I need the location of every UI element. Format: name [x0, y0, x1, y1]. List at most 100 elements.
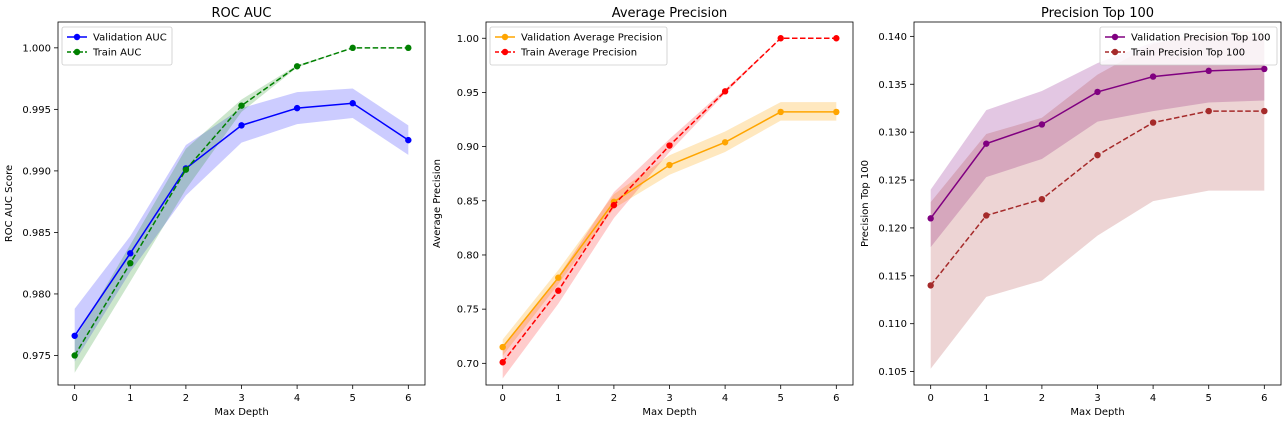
- y-tick-label: 0.975: [22, 351, 51, 362]
- data-point: [1261, 107, 1268, 115]
- x-tick-label: 2: [1039, 393, 1045, 404]
- x-axis-label: Max Depth: [1070, 407, 1124, 418]
- chart-title: Precision Top 100: [1041, 6, 1154, 21]
- data-point: [1205, 67, 1212, 75]
- chart-panel-3: Precision Top 100 0 1 2 3 4 5 6 0.105 0.110 0.115 0…: [860, 6, 1282, 418]
- legend-label: Validation Precision Top 100: [1131, 33, 1271, 44]
- data-point: [833, 35, 840, 42]
- data-point: [499, 343, 506, 351]
- y-tick-label: 0.130: [878, 128, 907, 139]
- data-point: [666, 142, 673, 149]
- data-point: [555, 287, 562, 294]
- data-point: [1038, 195, 1046, 203]
- y-tick-label: 0.70: [457, 359, 479, 370]
- y-axis-label: ROC AUC Score: [4, 165, 15, 242]
- y-tick-label: 0.985: [22, 228, 51, 239]
- data-point: [666, 161, 673, 169]
- legend: Validation Average Precision Train Averag…: [489, 26, 668, 66]
- y-tick-label: 0.135: [878, 80, 907, 91]
- legend-marker: [1111, 33, 1119, 41]
- data-point: [983, 140, 990, 147]
- x-axis-label: Max Depth: [642, 407, 696, 418]
- x-tick-label: 1: [127, 393, 133, 404]
- data-point: [777, 35, 784, 42]
- x-tick-label: 3: [666, 393, 672, 404]
- data-point: [1149, 119, 1157, 126]
- x-tick-label: 3: [238, 393, 244, 404]
- x-tick-label: 4: [1150, 393, 1156, 404]
- y-tick-label: 0.140: [878, 32, 907, 43]
- y-tick-label: 0.110: [878, 319, 907, 330]
- x-tick-label: 0: [927, 393, 933, 404]
- y-tick-label: 0.125: [878, 176, 907, 187]
- x-tick-label: 4: [294, 393, 300, 404]
- y-tick-label: 0.80: [457, 250, 479, 261]
- data-point: [927, 215, 934, 222]
- x-tick-label: 2: [183, 393, 189, 404]
- data-point: [127, 250, 134, 257]
- x-tick-label: 1: [983, 393, 989, 404]
- data-point: [182, 166, 190, 173]
- data-point: [1038, 121, 1046, 128]
- data-point: [71, 332, 78, 339]
- legend: Validation Precision Top 100 Train Precis…: [1099, 26, 1278, 66]
- legend-marker: [501, 48, 509, 56]
- data-point: [610, 201, 618, 209]
- x-tick-label: 5: [778, 393, 784, 404]
- confidence-band-1: [74, 88, 409, 362]
- data-point: [499, 359, 506, 366]
- y-tick-label: 0.90: [457, 142, 479, 153]
- x-tick-label: 1: [555, 393, 561, 404]
- y-tick-label: 0.990: [22, 166, 51, 177]
- legend-label: Train Average Precision: [520, 48, 637, 59]
- legend-marker: [73, 48, 81, 56]
- y-axis-label: Precision Top 100: [860, 160, 871, 247]
- confidence-band-2: [930, 31, 1265, 369]
- data-point: [127, 259, 134, 267]
- x-tick-label: 3: [1094, 393, 1100, 404]
- legend-label: Validation AUC: [93, 33, 167, 44]
- y-tick-label: 0.115: [878, 271, 907, 282]
- legend-marker: [1111, 48, 1119, 56]
- data-point: [777, 108, 784, 116]
- y-tick-label: 0.120: [878, 223, 907, 234]
- confidence-band-1: [930, 36, 1265, 248]
- data-point: [927, 282, 934, 289]
- data-point: [238, 122, 245, 129]
- data-point: [1205, 107, 1212, 115]
- chart-panel-1: ROC AUC 0 1 2 3 4 5 6 0.975 0.980 0.985 0.990 0.995 1…: [4, 6, 426, 418]
- data-point: [238, 102, 245, 109]
- y-tick-label: 0.995: [22, 105, 51, 116]
- confidence-band-2: [502, 38, 837, 379]
- data-point: [293, 104, 301, 112]
- x-tick-label: 0: [71, 393, 77, 404]
- y-tick-label: 0.75: [457, 305, 479, 316]
- x-tick-label: 6: [833, 393, 839, 404]
- legend-marker: [501, 33, 509, 41]
- legend-box: [489, 26, 668, 66]
- data-point: [1261, 65, 1268, 73]
- x-tick-label: 5: [350, 393, 356, 404]
- x-tick-label: 2: [611, 393, 617, 404]
- y-tick-label: 0.105: [878, 367, 907, 378]
- data-point: [983, 212, 990, 219]
- data-point: [1094, 88, 1101, 96]
- legend-box: [1099, 26, 1278, 66]
- legend-box: [61, 26, 173, 66]
- y-tick-label: 1.000: [22, 43, 51, 54]
- chart-title: ROC AUC: [212, 6, 272, 21]
- data-point: [555, 274, 562, 281]
- x-tick-label: 6: [1261, 393, 1267, 404]
- data-point: [349, 100, 356, 107]
- data-point: [405, 136, 412, 144]
- y-axis-label: Average Precision: [432, 159, 443, 248]
- data-point: [721, 139, 729, 146]
- y-tick-label: 0.85: [457, 196, 479, 207]
- legend-label: Validation Average Precision: [521, 33, 662, 44]
- data-point: [349, 44, 356, 52]
- legend-marker: [73, 33, 81, 41]
- chart-panel-2: Average Precision 0 1 2 3 4 5 6 0.70 0.75 0.80 0.85…: [432, 6, 854, 418]
- data-point: [833, 108, 840, 116]
- plot-frame: [57, 21, 426, 386]
- legend: Validation AUC Train AUC: [61, 26, 173, 66]
